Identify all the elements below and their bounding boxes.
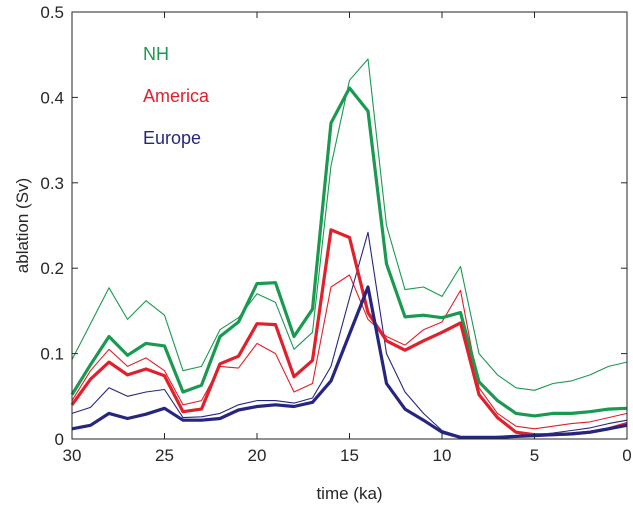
x-tick-label: 30 — [63, 446, 82, 465]
series-line-nh-thick — [70, 86, 628, 418]
x-tick-label: 20 — [248, 446, 267, 465]
legend-entry-america: America — [143, 86, 210, 106]
x-tick-label: 0 — [622, 446, 631, 465]
legend: NH America Europe — [143, 44, 210, 148]
series-layer — [70, 58, 628, 439]
y-tick-label: 0.1 — [40, 345, 64, 364]
x-tick-label: 5 — [530, 446, 539, 465]
y-tick-label: 0.3 — [40, 174, 64, 193]
x-tick-label: 10 — [433, 446, 452, 465]
series-line-america-thin — [71, 274, 628, 430]
x-axis-label: time (ka) — [316, 484, 382, 503]
legend-entry-europe: Europe — [143, 128, 201, 148]
y-tick-label: 0 — [55, 430, 64, 449]
series-line-nh-thin — [71, 58, 628, 391]
ticks-layer: 30 25 20 15 10 5 0 0 0.1 0.2 0.3 0.4 0.5 — [40, 3, 631, 465]
y-tick-label: 0.4 — [40, 88, 64, 107]
y-tick-label: 0.2 — [40, 259, 64, 278]
plot-frame — [71, 11, 628, 440]
legend-entry-nh: NH — [143, 44, 169, 64]
x-tick-label: 25 — [155, 446, 174, 465]
x-tick-label: 15 — [340, 446, 359, 465]
y-tick-label: 0.5 — [40, 3, 64, 22]
y-axis-label: ablation (Sv) — [13, 178, 32, 273]
